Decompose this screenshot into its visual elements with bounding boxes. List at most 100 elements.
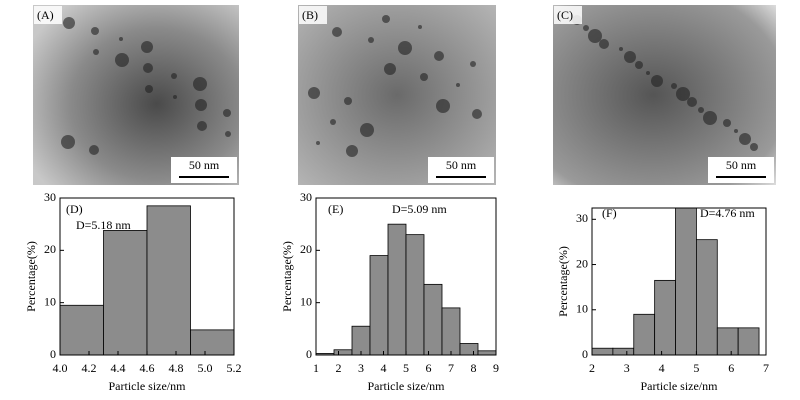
x-tick-label: 5: [403, 361, 409, 375]
particle: [330, 119, 336, 125]
y-tick-label: 0: [306, 347, 312, 361]
y-tick-label: 10: [576, 302, 588, 316]
panel-label: (B): [302, 8, 318, 22]
bar: [369, 255, 389, 356]
particle: [225, 131, 231, 137]
y-tick-label: 30: [300, 190, 312, 204]
scale-box: [428, 157, 494, 183]
particle: [91, 27, 99, 35]
panel-label: (D): [66, 202, 83, 216]
particle: [61, 135, 75, 149]
particle: [195, 99, 207, 111]
particle: [687, 97, 697, 107]
bar: [190, 329, 235, 356]
y-tick-label: 20: [576, 256, 588, 270]
bar: [675, 207, 697, 356]
particle: [420, 73, 428, 81]
x-tick-label: 7: [448, 361, 454, 375]
particle: [436, 99, 450, 113]
x-tick-label: 5: [693, 361, 699, 375]
particle: [346, 145, 358, 157]
particle: [750, 143, 758, 151]
y-tick-label: 20: [300, 242, 312, 256]
particle: [723, 119, 731, 127]
particle: [173, 95, 177, 99]
particle: [384, 63, 396, 75]
particle: [434, 51, 444, 61]
x-tick-label: 6: [426, 361, 432, 375]
annotation: D=5.09 nm: [392, 202, 447, 216]
particle: [583, 25, 589, 31]
x-tick-label: 5.2: [227, 361, 242, 375]
bar: [59, 304, 104, 356]
x-axis-label: Particle size/nm: [368, 379, 446, 393]
particle: [223, 109, 231, 117]
bar: [441, 307, 461, 356]
particle: [470, 61, 476, 67]
x-tick-label: 8: [471, 361, 477, 375]
particle: [368, 37, 374, 43]
bar: [737, 327, 760, 356]
label-box: [299, 6, 327, 24]
x-tick-label: 6: [728, 361, 734, 375]
panel-label: (A): [37, 8, 54, 22]
y-axis-label: Percentage(%): [280, 241, 294, 312]
bar: [103, 230, 148, 356]
particle: [624, 51, 636, 63]
bar: [387, 223, 407, 356]
particle: [599, 39, 609, 49]
y-tick-label: 10: [44, 294, 56, 308]
particle: [734, 129, 738, 133]
particle: [739, 133, 751, 145]
bar: [405, 234, 425, 356]
annotation: D=4.76 nm: [700, 206, 755, 220]
x-tick-label: 4.8: [169, 361, 184, 375]
y-axis-label: Percentage(%): [556, 246, 570, 317]
panel-label: (C): [557, 8, 573, 22]
particle: [360, 123, 374, 137]
y-tick-label: 0: [582, 347, 588, 361]
scale-label: 50 nm: [189, 158, 220, 172]
bar: [612, 347, 635, 356]
y-tick-label: 30: [44, 190, 56, 204]
x-tick-label: 7: [763, 361, 769, 375]
y-tick-label: 30: [576, 211, 588, 225]
particle: [456, 83, 460, 87]
scale-box: [708, 157, 774, 183]
label-box: [554, 6, 582, 24]
x-tick-label: 2: [589, 361, 595, 375]
plot-frame: [591, 207, 767, 356]
particle: [143, 63, 153, 73]
particle: [119, 37, 123, 41]
x-tick-label: 1: [313, 361, 319, 375]
particle: [332, 27, 342, 37]
particle: [93, 49, 99, 55]
particle: [635, 61, 643, 69]
particle: [619, 47, 623, 51]
x-tick-label: 4.2: [82, 361, 97, 375]
particle: [193, 77, 207, 91]
x-tick-label: 3: [358, 361, 364, 375]
particle: [141, 41, 153, 53]
particle: [671, 83, 677, 89]
scale-box: [171, 157, 237, 183]
panel-label: (F): [602, 206, 617, 220]
particle: [145, 85, 153, 93]
x-tick-label: 4: [381, 361, 387, 375]
bar: [146, 205, 191, 356]
particle: [382, 15, 390, 23]
particle: [676, 87, 690, 101]
tem-image: [33, 5, 239, 185]
particle: [472, 109, 482, 119]
x-axis-label: Particle size/nm: [109, 379, 187, 393]
label-box: [34, 6, 62, 24]
bar: [351, 325, 371, 356]
x-tick-label: 9: [493, 361, 499, 375]
scale-label: 50 nm: [446, 158, 477, 172]
x-tick-label: 3: [624, 361, 630, 375]
bar: [423, 283, 443, 356]
bar: [633, 313, 656, 356]
x-tick-label: 4: [659, 361, 665, 375]
x-tick-label: 2: [336, 361, 342, 375]
scale-label: 50 nm: [726, 158, 757, 172]
